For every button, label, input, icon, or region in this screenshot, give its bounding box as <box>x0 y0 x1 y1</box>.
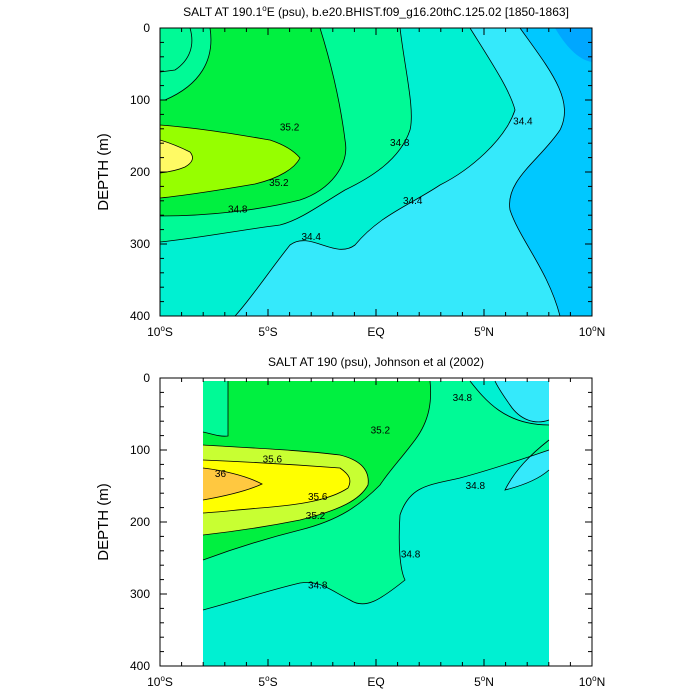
x-tick-label: 10oN <box>579 674 605 689</box>
contour-label: 35.6 <box>263 454 283 465</box>
chart-top-title: SALT AT 190.1oE (psu), b.e20.BHIST.f09_g… <box>183 4 569 19</box>
contour-lines-top <box>160 28 565 316</box>
y-tick-label: 300 <box>130 237 150 251</box>
chart-bottom-title: SALT AT 190 (psu), Johnson et al (2002) <box>268 355 484 369</box>
contour-label: 34.8 <box>466 481 486 492</box>
contour-top-6 <box>509 28 565 316</box>
contour-label-text: 35.6 <box>263 454 283 465</box>
x-tick-label: 10oN <box>579 324 605 339</box>
contour-label: 35.2 <box>269 178 289 189</box>
contour-bottom-3 <box>202 444 369 536</box>
chart-bottom: SALT AT 190 (psu), Johnson et al (2002) … <box>95 355 605 689</box>
y-tick-label: 200 <box>130 515 150 529</box>
fill-band-bottom-orange <box>203 468 262 500</box>
fill-band-bottom-yellow <box>203 460 350 513</box>
contour-lines-bottom <box>202 380 550 611</box>
fill-band-top-deep-cyan <box>509 28 592 316</box>
contour-top-5 <box>234 28 516 316</box>
chart-top: SALT AT 190.1oE (psu), b.e20.BHIST.f09_g… <box>95 4 605 339</box>
y-tick-label: 0 <box>143 371 150 385</box>
contour-top-3 <box>160 28 347 217</box>
contour-label-text: 34.8 <box>466 481 486 492</box>
y-tick-label: 300 <box>130 587 150 601</box>
contour-label: 34.8 <box>228 204 248 215</box>
contour-top-7 <box>160 28 193 73</box>
y-axis-title-bottom: DEPTH (m) <box>95 483 112 561</box>
contour-bottom-8 <box>504 439 550 491</box>
contour-label: 35.2 <box>280 122 300 133</box>
contour-labels-top: 35.2 35.2 34.8 34.4 34.8 34.4 34.4 <box>228 117 533 243</box>
contour-label: 36 <box>215 469 227 480</box>
x-tick-label: 5oN <box>474 674 494 689</box>
contour-label-text: 34.8 <box>308 580 328 591</box>
contour-label-text: 34.8 <box>390 138 410 149</box>
fill-band-bottom-cyan-ne <box>495 381 549 422</box>
contour-label-text: 35.2 <box>269 178 289 189</box>
x-tick-label: 5oN <box>474 324 494 339</box>
fill-band-top-yellow <box>160 140 193 173</box>
contour-bottom-2 <box>202 459 351 514</box>
y-tick-label: 200 <box>130 165 150 179</box>
ticks-bottom <box>159 377 593 667</box>
fill-band-bottom-green-light <box>203 381 228 437</box>
contour-fill-bottom <box>203 381 549 666</box>
contour-bottom-6 <box>202 449 550 611</box>
contour-bottom-7 <box>494 380 550 423</box>
contour-label-text: 34.8 <box>401 549 421 560</box>
contour-label-text: 36 <box>215 469 227 480</box>
contour-label-text: 34.4 <box>301 232 321 243</box>
contour-label: 34.4 <box>301 232 321 243</box>
contour-label: 34.8 <box>453 393 473 404</box>
contour-label: 34.8 <box>390 138 410 149</box>
fill-band-top-lime <box>160 125 300 198</box>
contour-label-text: 34.8 <box>228 204 248 215</box>
y-axis-title-top: DEPTH (m) <box>95 133 112 211</box>
contour-label-text: 35.2 <box>280 122 300 133</box>
contour-bottom-1 <box>202 467 263 501</box>
contour-label: 34.8 <box>401 549 421 560</box>
contour-label-text: 35.2 <box>371 426 391 437</box>
contour-label-text: 35.6 <box>308 492 328 503</box>
y-tick-label: 0 <box>143 21 150 35</box>
contour-label-text: 34.8 <box>453 393 473 404</box>
contour-fill-top <box>160 28 592 316</box>
contour-top-8 <box>160 28 212 101</box>
x-tick-label: 5oS <box>258 674 277 689</box>
contour-label-text: 34.4 <box>403 196 423 207</box>
y-tick-label: 100 <box>130 443 150 457</box>
contour-bottom-4 <box>202 380 432 561</box>
x-tick-label: 10oS <box>147 324 173 339</box>
y-tick-label: 400 <box>130 309 150 323</box>
contour-label: 34.4 <box>403 196 423 207</box>
contour-top-4 <box>160 28 412 243</box>
y-tick-label: 400 <box>130 659 150 673</box>
contour-label: 34.8 <box>308 580 328 591</box>
contour-labels-bottom: 36 35.6 35.6 35.2 35.2 34.8 34.8 34.8 34.8 <box>215 393 486 591</box>
contour-label: 35.2 <box>371 426 391 437</box>
contour-label-text: 35.2 <box>306 511 326 522</box>
contour-bottom-9 <box>202 381 229 437</box>
contour-label-text: 34.4 <box>513 117 533 128</box>
y-tick-label: 100 <box>130 93 150 107</box>
contour-label: 34.4 <box>513 117 533 128</box>
y-tick-labels-bottom: 0 100 200 300 400 <box>130 371 150 673</box>
y-tick-labels-top: 0 100 200 300 400 <box>130 21 150 323</box>
x-tick-label: EQ <box>367 325 384 339</box>
fill-band-top-aqua-cap2 <box>160 28 211 100</box>
x-tick-label: 5oS <box>258 324 277 339</box>
contour-top-1 <box>160 124 301 199</box>
x-tick-label: 10oS <box>147 674 173 689</box>
contour-top-2 <box>160 139 193 174</box>
x-tick-labels-bottom: 10oS 5oS EQ 5oN 10oN <box>147 674 605 689</box>
ticks-top <box>159 27 593 317</box>
contour-label: 35.6 <box>308 492 328 503</box>
contour-bottom-5 <box>469 380 550 426</box>
x-tick-labels-top: 10oS 5oS EQ 5oN 10oN <box>147 324 605 339</box>
fill-band-top-deepest <box>555 28 592 62</box>
contour-label: 35.2 <box>306 511 326 522</box>
x-tick-label: EQ <box>367 675 384 689</box>
